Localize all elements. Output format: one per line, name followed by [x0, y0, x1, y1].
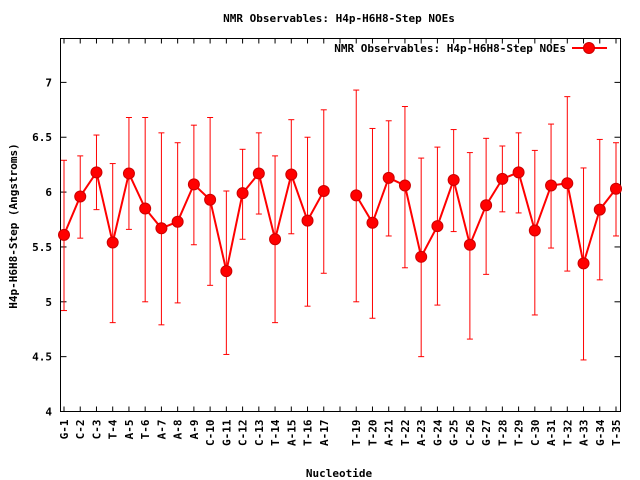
x-tick-label: T-20	[366, 420, 379, 447]
x-tick-label: C-10	[204, 420, 217, 447]
series-line-group	[63, 169, 617, 272]
x-tick-label: A-21	[383, 419, 396, 446]
data-point	[447, 174, 460, 187]
data-point	[561, 177, 574, 190]
y-tick-label: 6.5	[32, 131, 52, 144]
data-point	[90, 166, 103, 179]
data-point	[269, 233, 282, 246]
data-point	[74, 190, 87, 203]
y-axis: 4 4.5 5 5.5 6 6.5 7	[32, 76, 621, 419]
x-tick-label: C-26	[464, 419, 477, 446]
x-tick-label: G-11	[220, 419, 233, 446]
y-tick-label: 5	[45, 296, 52, 309]
data-point	[366, 216, 379, 229]
data-point	[512, 166, 525, 179]
data-point	[398, 179, 411, 192]
legend-marker	[583, 42, 595, 54]
legend: NMR Observables: H4p-H6H8-Step NOEs	[334, 42, 607, 55]
data-point	[415, 250, 428, 263]
x-tick-label: A-33	[578, 420, 591, 447]
x-tick-label: A-9	[188, 420, 201, 440]
data-point	[187, 178, 200, 191]
data-point	[139, 202, 152, 215]
x-tick-label: G-34	[594, 419, 607, 446]
data-point	[480, 199, 493, 212]
data-point	[58, 228, 70, 241]
data-point	[301, 214, 314, 227]
legend-label: NMR Observables: H4p-H6H8-Step NOEs	[334, 42, 566, 55]
data-point	[545, 179, 558, 192]
x-tick-label: T-16	[302, 419, 315, 446]
x-tick-label: G-1	[58, 419, 71, 439]
x-tick-label: G-27	[480, 420, 493, 447]
x-tick-label: T-28	[496, 420, 509, 447]
x-tick-label: C-13	[253, 420, 266, 447]
y-tick-label: 6	[45, 186, 52, 199]
data-point	[106, 236, 119, 249]
x-tick-label: C-30	[529, 420, 542, 447]
y-tick-label: 4	[45, 406, 52, 419]
x-tick-label: A-23	[415, 420, 428, 447]
data-point	[122, 167, 135, 180]
x-tick-label: T-29	[513, 420, 526, 447]
data-point	[252, 167, 265, 180]
y-tick-label: 7	[45, 76, 52, 89]
x-axis-label: Nucleotide	[306, 467, 373, 480]
x-tick-label: T-22	[399, 420, 412, 447]
data-point	[236, 187, 249, 200]
x-tick-label: C-3	[90, 420, 103, 440]
data-point	[350, 189, 363, 202]
x-tick-label: G-24	[431, 419, 444, 446]
data-points	[58, 166, 622, 278]
data-point	[204, 193, 217, 206]
x-tick-label: T-14	[269, 419, 282, 446]
x-tick-label: A-31	[545, 419, 558, 446]
y-tick-label: 4.5	[32, 351, 52, 364]
x-tick-label: T-19	[350, 420, 363, 447]
x-tick-label: A-17	[318, 420, 331, 447]
x-tick-label: A-5	[123, 420, 136, 440]
x-tick-label: T-4	[107, 419, 120, 439]
chart-title: NMR Observables: H4p-H6H8-Step NOEs	[223, 12, 455, 25]
data-point	[463, 238, 476, 251]
y-tick-label: 5.5	[32, 241, 52, 254]
y-axis-label: H4p-H6H8-Step (Angstroms)	[7, 143, 20, 309]
data-point	[577, 257, 590, 270]
data-point	[220, 265, 233, 278]
x-tick-label: C-12	[237, 420, 250, 447]
data-point	[610, 182, 622, 195]
x-tick-label: A-7	[155, 420, 168, 440]
data-point	[285, 168, 298, 181]
x-axis: G-1 C-2 C-3 T-4 A-5 T-6 A-7 A-8 A-9 C-10 G-11 C-12 C…	[58, 38, 623, 447]
x-tick-label: A-15	[285, 420, 298, 447]
x-tick-label: A-8	[172, 420, 185, 440]
x-tick-label: T-35	[610, 420, 623, 447]
x-tick-label: T-32	[561, 420, 574, 447]
data-point	[528, 224, 541, 237]
x-tick-label: C-2	[74, 420, 87, 440]
data-point	[317, 184, 330, 197]
x-tick-label: G-25	[448, 420, 461, 447]
data-point	[431, 220, 444, 233]
data-point	[496, 172, 509, 185]
data-point	[382, 171, 395, 184]
data-point	[155, 222, 168, 235]
x-tick-label: T-6	[139, 419, 152, 439]
data-point	[171, 215, 184, 228]
data-point	[593, 203, 606, 216]
